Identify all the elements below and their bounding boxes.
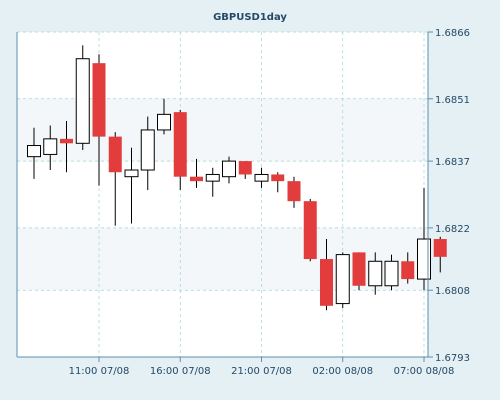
candle [205,167,220,197]
x-axis-ticks: 11:00 07/08 16:00 07/08 21:00 07/08 02:00 0… [69,357,455,377]
chart-title: GBPUSD1day [213,12,287,23]
y-tick-label: 1.6851 [435,95,470,106]
candle-body-up [157,113,171,131]
candle [92,54,106,186]
candle-body-down [401,261,415,280]
candle [27,127,41,179]
axes [16,32,429,358]
candle-body-down [60,138,73,144]
candle-body-up [417,238,431,280]
candle [303,198,317,262]
y-tick-label: 1.6822 [435,224,470,235]
candle-body-down [352,252,366,286]
candle-body-up [75,58,90,144]
candle [401,252,415,284]
y-tick-label: 1.6808 [435,286,470,297]
candle [368,252,383,295]
candles [27,45,447,311]
candle [287,176,301,208]
candle [222,156,236,184]
candle-body-down [108,136,122,173]
candle-body-down [303,201,317,260]
candle [43,125,58,171]
candle [352,252,366,291]
candle [108,132,122,226]
candle-body-down [320,259,333,306]
candle-body-up [140,129,155,171]
candle-body-up [43,138,58,155]
candle [75,45,90,150]
candle-body-up [27,145,41,158]
y-tick-label: 1.6793 [435,353,470,364]
candle [140,116,155,191]
y-tick-label: 1.6866 [435,28,470,39]
candle-body-down [433,239,447,257]
candle [271,172,285,193]
x-tick-label: 21:00 07/08 [231,366,292,377]
candle [384,254,399,291]
x-tick-label: 02:00 08/08 [312,366,373,377]
candle-body-up [124,169,139,178]
plot-band [17,290,428,357]
candle-body-down [92,63,106,137]
candle-body-up [222,160,236,178]
candle [157,98,171,135]
candle-body-up [335,254,350,305]
candle-body-down [173,112,187,177]
candle-body-down [287,181,301,202]
candle [433,236,447,273]
candle-body-down [271,174,285,182]
x-tick-label: 07:00 08/08 [394,366,455,377]
candle [124,147,139,224]
candle [320,239,333,311]
candle [238,161,252,179]
candle-body-down [190,176,203,182]
candle [417,187,431,291]
y-axis-ticks: 1.6866 1.6851 1.6837 1.6822 1.6808 1.6793 [428,28,470,364]
candle-body-up [384,260,399,287]
candle [335,252,350,309]
candle [60,121,73,173]
candle [190,158,203,188]
x-tick-label: 11:00 07/08 [69,366,130,377]
candle-body-down [238,161,252,175]
candle-body-up [254,173,269,182]
candle [254,167,269,188]
x-tick-label: 16:00 07/08 [150,366,211,377]
candle [173,109,187,191]
plot-band [17,227,428,291]
candle-body-up [205,173,220,182]
candle-body-up [368,260,383,287]
y-tick-label: 1.6837 [435,157,470,168]
